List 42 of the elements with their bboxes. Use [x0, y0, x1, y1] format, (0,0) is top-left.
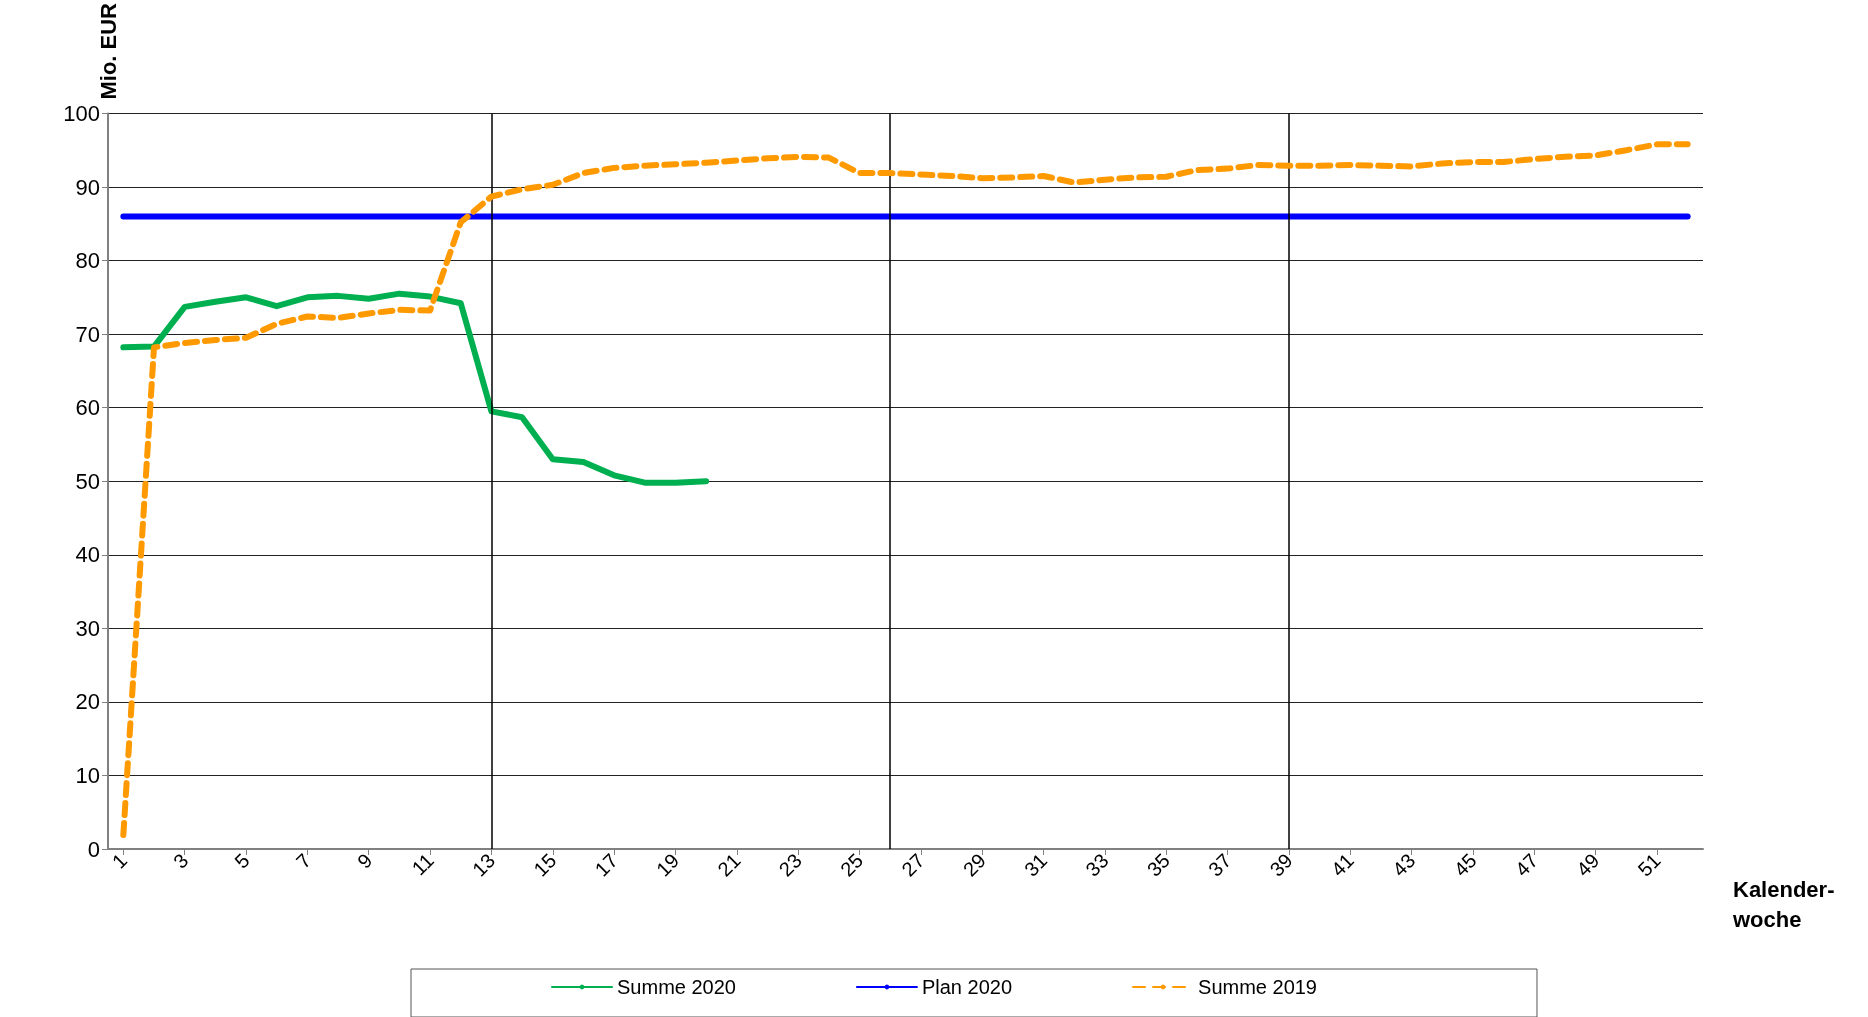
- legend-label: Summe 2019: [1198, 976, 1318, 998]
- x-tick-label: 31: [1020, 849, 1052, 881]
- legend-label: Summe 2020: [617, 976, 736, 998]
- y-axis-title: Mio. EUR: [95, 2, 121, 100]
- y-tick-label: 70: [75, 321, 100, 347]
- x-tick-label: 15: [529, 849, 561, 881]
- y-tick-label: 0: [87, 836, 100, 862]
- x-tick-label: 17: [590, 849, 622, 881]
- y-tick-label: 80: [75, 248, 100, 274]
- x-tick-label: 21: [713, 849, 745, 881]
- y-tick-label: 50: [75, 468, 100, 494]
- y-tick-label: 30: [75, 615, 100, 641]
- x-tick-label: 51: [1633, 849, 1665, 881]
- x-tick-label: 49: [1572, 849, 1604, 881]
- x-tick-label: 37: [1204, 849, 1236, 881]
- y-tick-label: 90: [75, 174, 100, 200]
- x-tick-label: 41: [1326, 849, 1359, 881]
- x-tick-label: 19: [651, 849, 684, 881]
- legend-label: Plan 2020: [921, 976, 1013, 998]
- x-tick-label: 11: [407, 849, 438, 880]
- x-tick-label: 33: [1081, 849, 1113, 881]
- x-tick-label: 23: [774, 849, 806, 881]
- x-axis-title: Kalender- woche: [1732, 876, 1835, 932]
- x-tick-label: 27: [897, 849, 929, 881]
- y-tick-label: 20: [75, 689, 100, 715]
- x-tick-label: 35: [1142, 849, 1174, 881]
- x-tick-label: 13: [467, 849, 500, 881]
- y-tick-label: 100: [63, 100, 100, 126]
- x-tick-label: 5: [230, 849, 254, 873]
- x-tick-label: 25: [835, 849, 868, 881]
- x-tick-label: 3: [169, 849, 193, 873]
- x-tick-label: 9: [353, 849, 377, 873]
- y-tick-label: 10: [75, 762, 100, 788]
- x-tick-label: 47: [1510, 849, 1543, 881]
- x-tick-label: 7: [291, 849, 316, 873]
- y-tick-label: 60: [75, 395, 100, 421]
- x-tick-label: 39: [1265, 849, 1297, 881]
- x-tick-label: 29: [958, 849, 990, 881]
- y-tick-label: 40: [75, 542, 100, 568]
- x-tick-label: 45: [1449, 849, 1481, 881]
- x-tick-label: 43: [1388, 849, 1420, 881]
- x-tick-label: 1: [107, 849, 132, 873]
